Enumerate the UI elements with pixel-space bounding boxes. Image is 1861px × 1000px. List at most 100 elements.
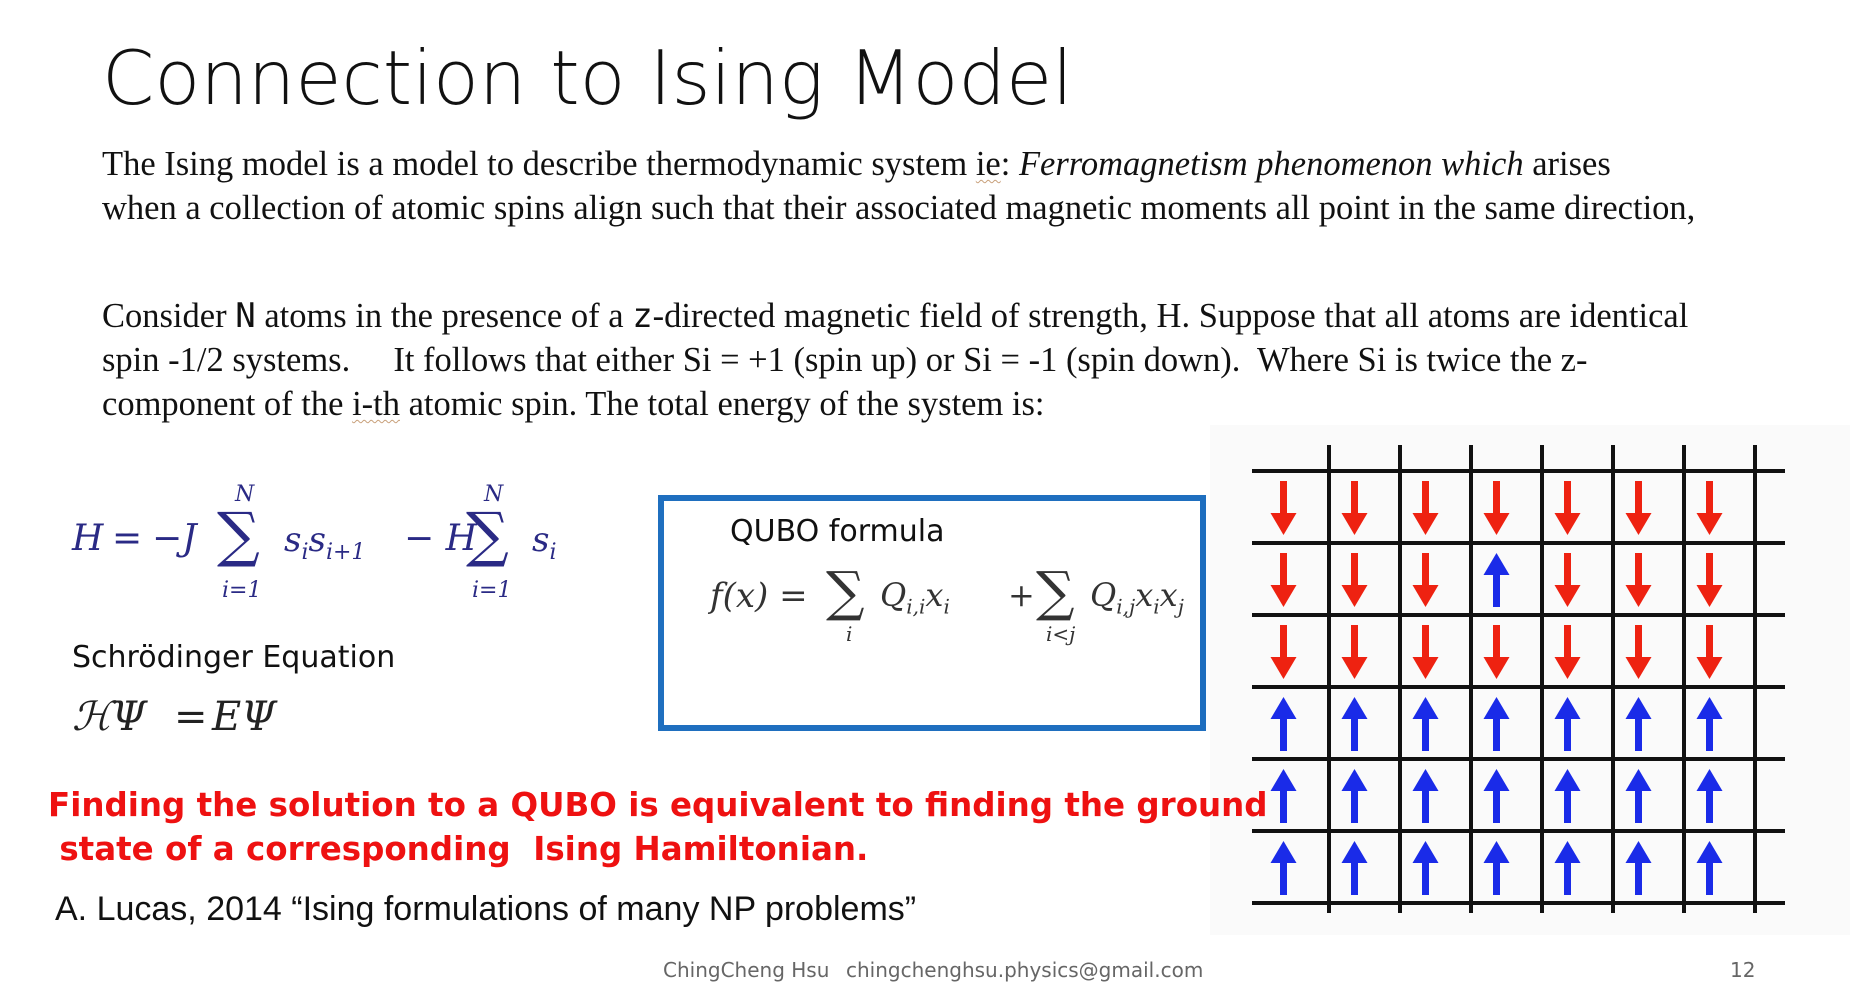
spin-down-arrow bbox=[1341, 625, 1368, 679]
spin-up-arrow bbox=[1270, 841, 1297, 895]
spin-up-arrow bbox=[1625, 769, 1652, 823]
qubo-formula: f(x) = ∑ i Qi,ixi + ∑ i<j Qi,jxixj bbox=[710, 560, 1200, 660]
consider-ith: i-th bbox=[352, 385, 400, 423]
consider-text-1: Consider bbox=[102, 297, 236, 335]
consider-text-2: atoms in the presence of a bbox=[255, 297, 633, 335]
qubo-q1-sub: i,i bbox=[906, 594, 926, 619]
qubo-x3-sub: j bbox=[1177, 594, 1184, 619]
spin-down-arrow bbox=[1625, 481, 1652, 535]
qubo-x1: x bbox=[925, 576, 944, 614]
sum-symbol-2: ∑ bbox=[466, 500, 509, 570]
spin-up-arrow bbox=[1483, 697, 1510, 751]
spin-up-arrow bbox=[1625, 697, 1652, 751]
consider-text-3: -directed magnetic field of strength, H.… bbox=[652, 297, 1689, 335]
spin-up-arrow bbox=[1554, 697, 1581, 751]
spin-up-arrow bbox=[1696, 841, 1723, 895]
hamiltonian-equation: H = −J N ∑ i=1 sisi+1 − H N ∑ i=1 si bbox=[72, 480, 592, 610]
highlight-line-1: Finding the solution to a QUBO is equiva… bbox=[48, 786, 1268, 824]
spin-arrows bbox=[1270, 481, 1723, 895]
schrodinger-rhs: EΨ bbox=[212, 694, 277, 740]
reference-citation: A. Lucas, 2014 “Ising formulations of ma… bbox=[55, 890, 917, 928]
symbol-z: z bbox=[632, 296, 653, 336]
symbol-n: N bbox=[235, 296, 256, 336]
spin-down-arrow bbox=[1483, 625, 1510, 679]
term-s: s bbox=[284, 520, 302, 560]
schrodinger-lhs: ℋΨ bbox=[72, 694, 147, 740]
consider-line-1: Consider N atoms in the presence of a z-… bbox=[102, 294, 1688, 338]
spin-up-arrow bbox=[1412, 841, 1439, 895]
spin-up-arrow bbox=[1412, 697, 1439, 751]
spin-up-arrow bbox=[1696, 769, 1723, 823]
highlight-line-2: state of a corresponding Ising Hamiltoni… bbox=[48, 830, 869, 868]
spin-up-arrow bbox=[1341, 697, 1368, 751]
page-number: 12 bbox=[1730, 958, 1756, 982]
intro-line-1: The Ising model is a model to describe t… bbox=[102, 142, 1611, 186]
spin-up-arrow bbox=[1554, 841, 1581, 895]
qubo-sum-2: ∑ bbox=[1036, 560, 1075, 623]
hamiltonian-minus-h: − H bbox=[404, 518, 478, 559]
slide-title: Connection to Ising Model bbox=[102, 34, 1073, 122]
spin-up-arrow bbox=[1483, 841, 1510, 895]
sum-lower-2: i=1 bbox=[472, 578, 512, 603]
spin-down-arrow bbox=[1625, 625, 1652, 679]
consider-text-4: component of the bbox=[102, 385, 353, 423]
hamiltonian-minus-j: −J bbox=[152, 518, 197, 559]
spin-up-arrow bbox=[1625, 841, 1652, 895]
hamiltonian-equals: = bbox=[112, 518, 143, 559]
intro-line-2: when a collection of atomic spins align … bbox=[102, 189, 1696, 227]
qubo-x2: x bbox=[1135, 576, 1154, 614]
qubo-sum-1-sub: i bbox=[846, 622, 853, 646]
qubo-q2-sub: i,j bbox=[1116, 594, 1136, 619]
qubo-plus: + bbox=[1008, 576, 1035, 614]
qubo-sum-2-sub: i<j bbox=[1046, 622, 1076, 646]
qubo-x1-sub: i bbox=[943, 594, 950, 619]
term-sub-i1: i+1 bbox=[325, 539, 366, 565]
spin-down-arrow bbox=[1696, 481, 1723, 535]
hamiltonian-term-2: si bbox=[532, 520, 557, 565]
spin-lattice bbox=[1210, 425, 1850, 935]
spin-down-arrow bbox=[1554, 625, 1581, 679]
qubo-term-1: Qi,ixi bbox=[880, 576, 950, 618]
spin-up-arrow bbox=[1696, 697, 1723, 751]
consider-line-3: component of the i-th atomic spin. The t… bbox=[102, 382, 1045, 426]
qubo-term-2: Qi,jxixj bbox=[1090, 576, 1184, 618]
spin-down-arrow bbox=[1696, 625, 1723, 679]
spin-up-arrow bbox=[1341, 769, 1368, 823]
spin-down-arrow bbox=[1270, 553, 1297, 607]
hamiltonian-term-1: sisi+1 bbox=[284, 520, 365, 565]
term-sub-i: i bbox=[301, 539, 309, 565]
spin-down-arrow bbox=[1483, 481, 1510, 535]
intro-arises: arises bbox=[1523, 145, 1611, 183]
spin-up-arrow bbox=[1554, 769, 1581, 823]
qubo-q1: Q bbox=[880, 576, 907, 614]
sum-upper-2: N bbox=[484, 482, 504, 507]
sum-lower-1: i=1 bbox=[222, 578, 262, 603]
spin-up-arrow bbox=[1412, 769, 1439, 823]
spin-up-arrow bbox=[1341, 841, 1368, 895]
intro-colon: : bbox=[1000, 145, 1019, 183]
spin-down-arrow bbox=[1554, 553, 1581, 607]
sum-upper-1: N bbox=[235, 482, 255, 507]
intro-text: The Ising model is a model to describe t… bbox=[102, 145, 976, 183]
spin-down-arrow bbox=[1341, 481, 1368, 535]
schrodinger-equation: ℋΨ = EΨ bbox=[72, 694, 332, 754]
spin-down-arrow bbox=[1554, 481, 1581, 535]
qubo-box bbox=[658, 495, 1206, 731]
footer-email: chingchenghsu.physics@gmail.com bbox=[846, 958, 1204, 982]
term2-s: s bbox=[532, 520, 550, 560]
intro-ie: ie bbox=[975, 145, 1001, 183]
schrodinger-equals: = bbox=[174, 694, 208, 740]
spin-down-arrow bbox=[1412, 625, 1439, 679]
spin-up-arrow bbox=[1483, 553, 1510, 607]
footer-author: ChingCheng Hsu bbox=[663, 958, 830, 982]
lattice-lines bbox=[1252, 445, 1785, 913]
spin-up-arrow bbox=[1270, 697, 1297, 751]
spin-down-arrow bbox=[1412, 481, 1439, 535]
spin-up-arrow bbox=[1483, 769, 1510, 823]
spin-lattice-bg bbox=[1210, 425, 1850, 935]
qubo-label: QUBO formula bbox=[730, 514, 945, 549]
consider-line-2: spin -1/2 systems. It follows that eithe… bbox=[102, 341, 1588, 379]
qubo-fx: f(x) = bbox=[710, 576, 808, 616]
spin-down-arrow bbox=[1625, 553, 1652, 607]
qubo-q2: Q bbox=[1090, 576, 1117, 614]
